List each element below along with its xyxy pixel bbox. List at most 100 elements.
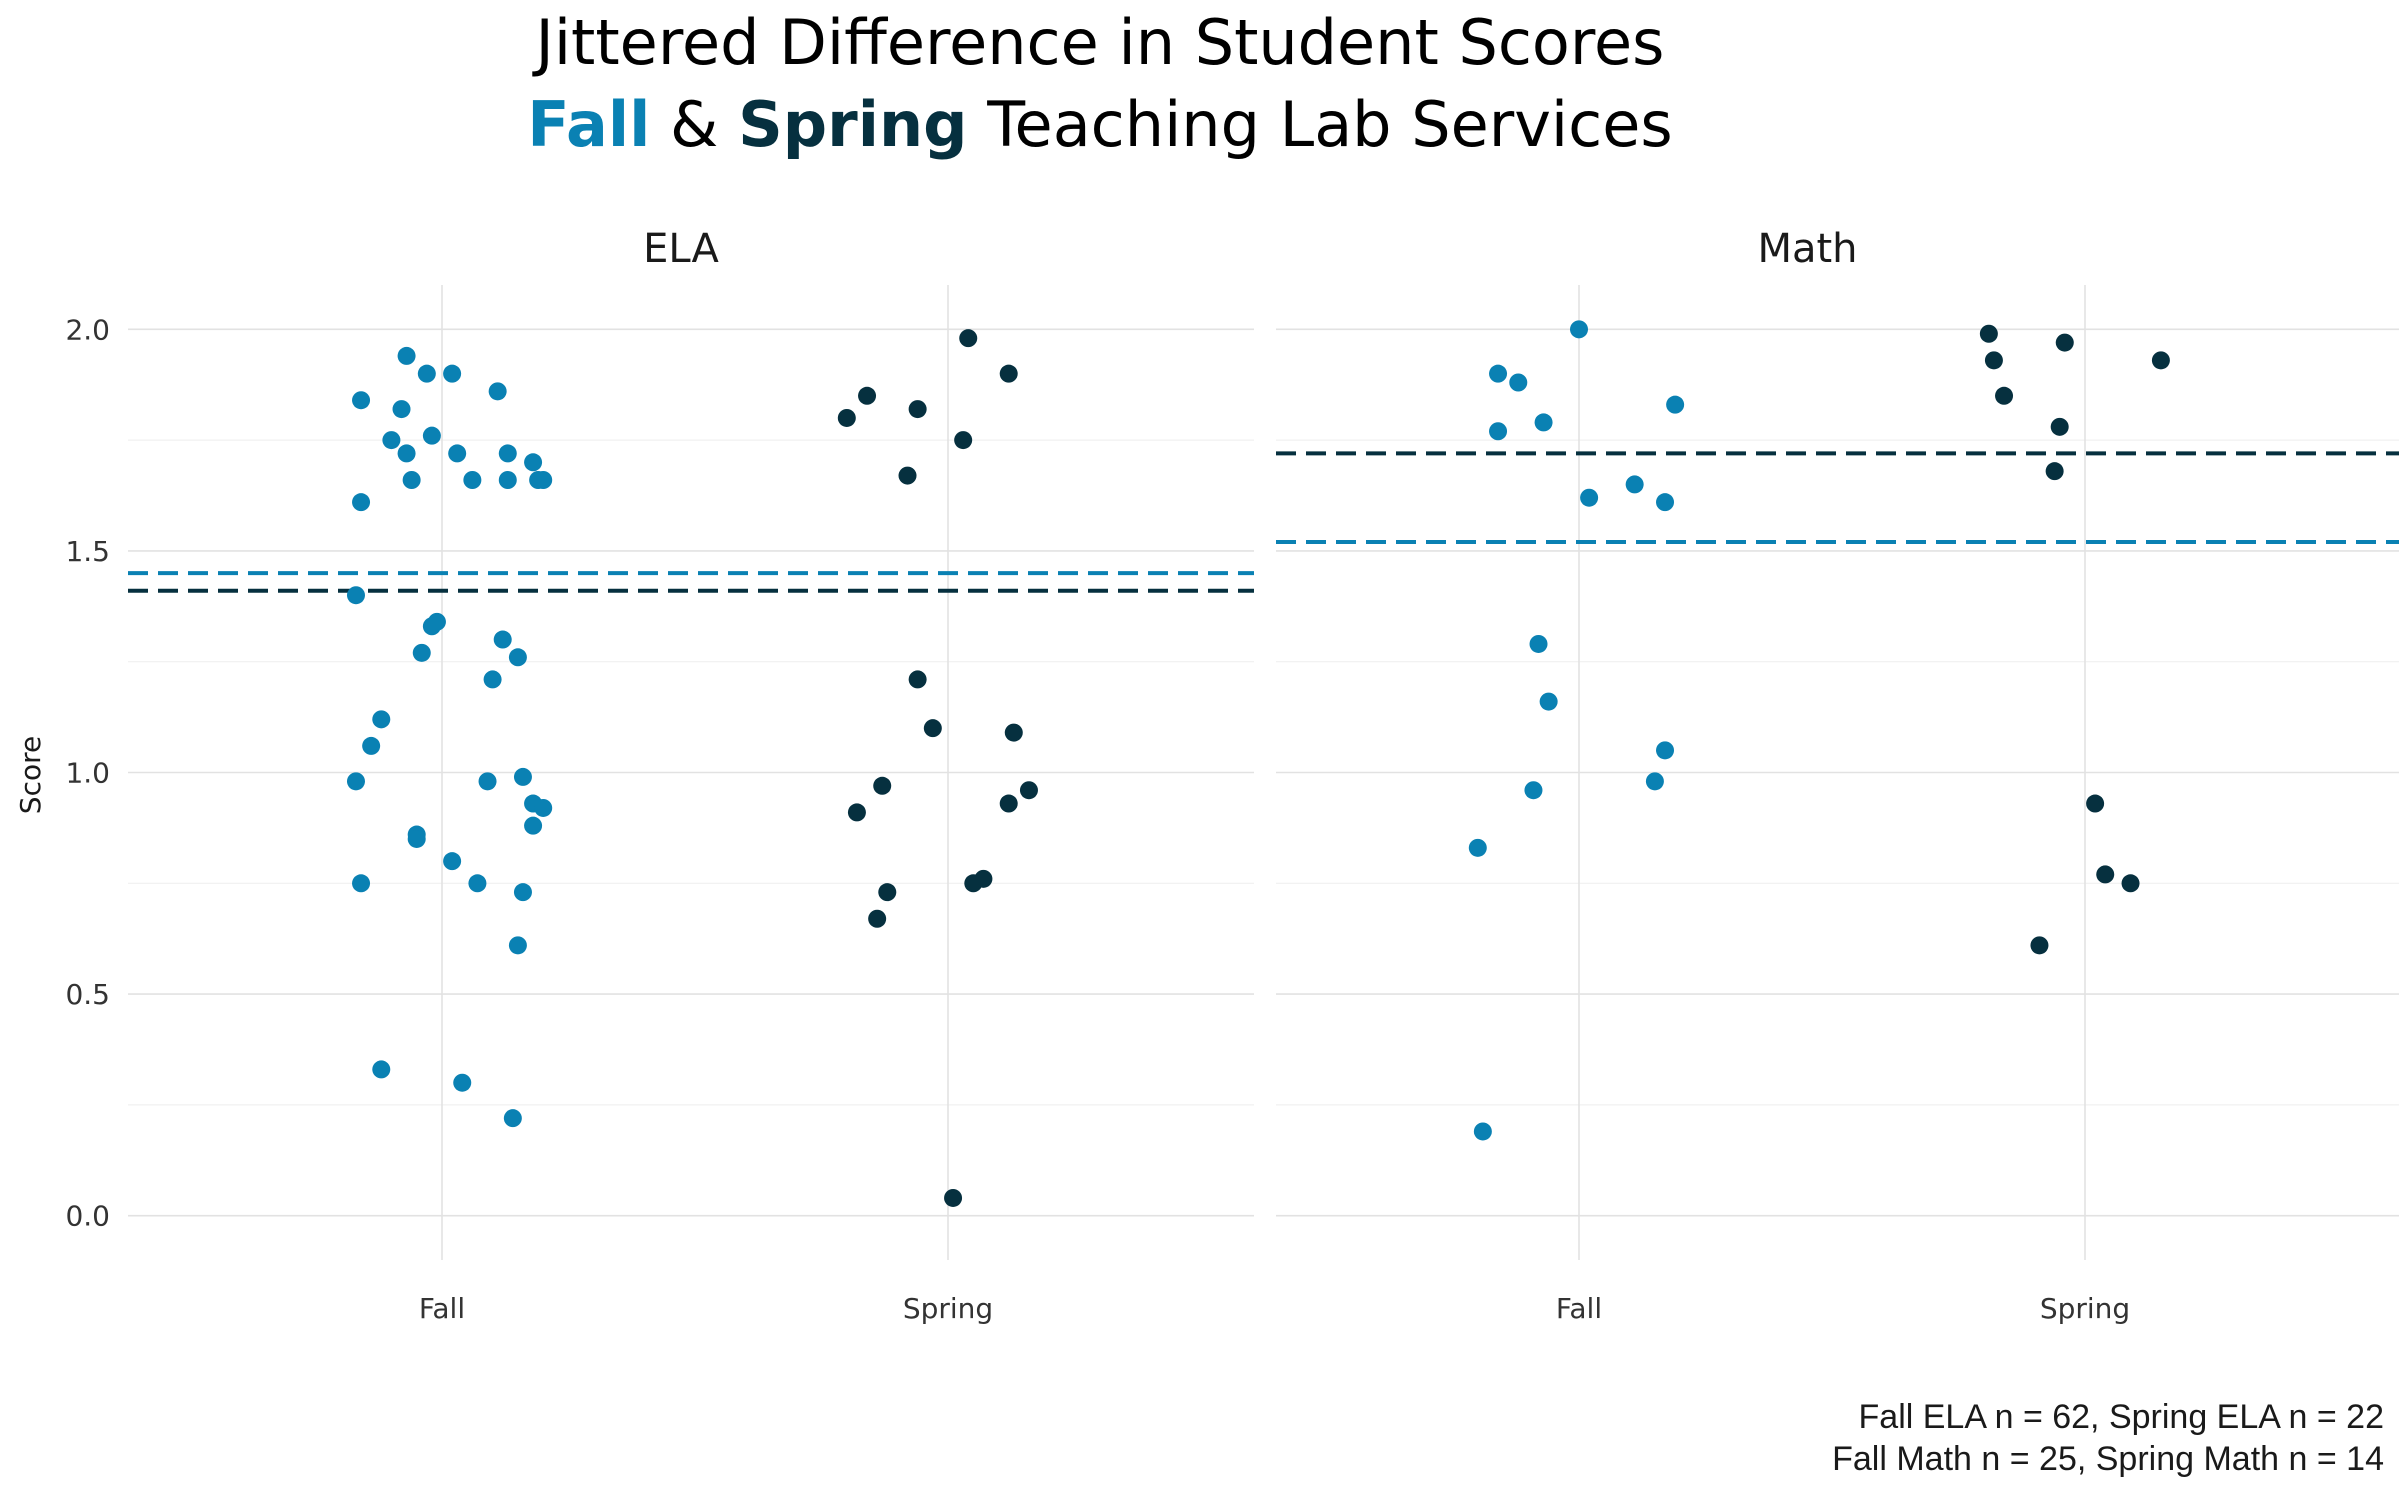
data-point-fall bbox=[407, 829, 426, 848]
y-tick-label: 2.0 bbox=[65, 313, 110, 346]
data-point-spring bbox=[868, 909, 887, 928]
caption-line2: Fall Math n = 25, Spring Math n = 14 bbox=[1832, 1440, 2384, 1478]
data-point-fall bbox=[392, 400, 411, 419]
data-point-fall bbox=[1509, 373, 1528, 392]
data-point-spring bbox=[2050, 417, 2069, 436]
x-tick-label: Fall bbox=[1556, 1292, 1602, 1325]
data-point-fall bbox=[443, 364, 462, 383]
data-point-spring bbox=[908, 400, 927, 419]
data-point-fall bbox=[1656, 493, 1675, 512]
data-point-fall bbox=[372, 710, 391, 729]
data-point-fall bbox=[508, 936, 527, 955]
data-point-spring bbox=[1979, 324, 1998, 343]
data-point-spring bbox=[908, 670, 927, 689]
data-point-spring bbox=[2096, 865, 2115, 884]
y-tick-label: 0.0 bbox=[65, 1200, 110, 1233]
caption-line1: Fall ELA n = 62, Spring ELA n = 22 bbox=[1859, 1398, 2384, 1436]
data-point-fall bbox=[1570, 320, 1588, 339]
data-point-spring bbox=[847, 803, 866, 822]
panel-label-math: Math bbox=[1757, 226, 1857, 272]
title-ampersand: & bbox=[650, 88, 738, 161]
y-axis-title: Score bbox=[14, 736, 47, 814]
data-point-spring bbox=[2121, 874, 2140, 893]
data-point-fall bbox=[503, 1109, 522, 1128]
y-tick-label: 0.5 bbox=[65, 978, 110, 1011]
data-point-spring bbox=[1995, 386, 2014, 405]
data-point-fall bbox=[346, 772, 365, 791]
data-point-spring bbox=[2030, 936, 2049, 955]
y-tick-label: 1.0 bbox=[65, 757, 110, 790]
chart-title-line2: Fall & Spring Teaching Lab Services bbox=[527, 88, 1672, 161]
data-point-fall bbox=[402, 471, 421, 489]
data-point-fall bbox=[1666, 395, 1685, 414]
data-point-fall bbox=[513, 883, 532, 902]
data-point-fall bbox=[352, 874, 371, 893]
panel-label-ela: ELA bbox=[643, 226, 719, 272]
data-point-fall bbox=[498, 471, 517, 489]
data-point-spring bbox=[999, 364, 1018, 383]
data-point-spring bbox=[858, 386, 877, 405]
data-point-spring bbox=[1984, 351, 2003, 370]
data-point-fall bbox=[524, 453, 543, 472]
data-point-spring bbox=[873, 776, 892, 795]
title-rest: Teaching Lab Services bbox=[968, 88, 1673, 161]
data-point-spring bbox=[1004, 723, 1023, 742]
data-point-fall bbox=[352, 391, 371, 410]
data-point-fall bbox=[422, 617, 441, 636]
data-point-spring bbox=[959, 329, 978, 348]
data-point-spring bbox=[964, 874, 983, 893]
data-point-fall bbox=[534, 471, 553, 489]
data-point-fall bbox=[443, 852, 462, 871]
data-point-spring bbox=[944, 1188, 963, 1207]
data-point-fall bbox=[448, 444, 467, 463]
data-point-fall bbox=[1524, 781, 1543, 800]
data-point-fall bbox=[488, 382, 507, 401]
data-point-fall bbox=[397, 444, 416, 463]
data-point-fall bbox=[493, 630, 512, 649]
data-point-spring bbox=[923, 719, 942, 738]
data-point-spring bbox=[2045, 462, 2064, 481]
chart-title-line1: Jittered Difference in Student Scores bbox=[532, 6, 1665, 79]
x-tick-label: Fall bbox=[419, 1292, 465, 1325]
data-point-fall bbox=[478, 772, 497, 791]
data-point-fall bbox=[534, 798, 553, 817]
data-point-fall bbox=[422, 426, 441, 445]
data-point-fall bbox=[412, 643, 431, 662]
data-point-fall bbox=[1580, 488, 1599, 507]
data-point-spring bbox=[999, 794, 1018, 813]
data-point-fall bbox=[1529, 634, 1548, 653]
data-point-spring bbox=[2086, 794, 2105, 813]
data-point-spring bbox=[2151, 351, 2170, 370]
data-point-spring bbox=[878, 883, 897, 902]
plot-area: ELA Fall Spring Math Fall Spring 0.0 0.5 1.0 1.5 2… bbox=[65, 226, 2399, 1325]
data-point-fall bbox=[498, 444, 517, 463]
y-tick-label: 1.5 bbox=[65, 535, 110, 568]
data-point-fall bbox=[1489, 364, 1508, 383]
data-point-fall bbox=[483, 670, 502, 689]
title-spring-word: Spring bbox=[738, 88, 967, 161]
data-point-fall bbox=[524, 816, 543, 835]
data-point-fall bbox=[1489, 422, 1508, 441]
data-point-fall bbox=[468, 874, 487, 893]
data-point-fall bbox=[1468, 838, 1487, 857]
data-point-spring bbox=[1019, 781, 1038, 800]
data-point-fall bbox=[382, 431, 401, 450]
data-point-fall bbox=[346, 586, 365, 605]
data-point-fall bbox=[508, 648, 527, 667]
x-tick-label: Spring bbox=[2040, 1292, 2130, 1325]
data-point-fall bbox=[1539, 692, 1558, 711]
data-point-fall bbox=[1645, 772, 1664, 791]
data-point-spring bbox=[837, 408, 856, 427]
data-point-fall bbox=[352, 493, 371, 512]
data-point-fall bbox=[513, 767, 532, 786]
data-point-fall bbox=[453, 1073, 472, 1092]
data-point-fall bbox=[397, 346, 416, 365]
x-tick-label: Spring bbox=[903, 1292, 993, 1325]
data-point-fall bbox=[1625, 475, 1644, 494]
title-fall-word: Fall bbox=[527, 88, 650, 161]
data-point-spring bbox=[2055, 333, 2074, 352]
data-point-spring bbox=[898, 466, 917, 485]
data-point-fall bbox=[1473, 1122, 1492, 1141]
data-point-fall bbox=[372, 1060, 391, 1079]
